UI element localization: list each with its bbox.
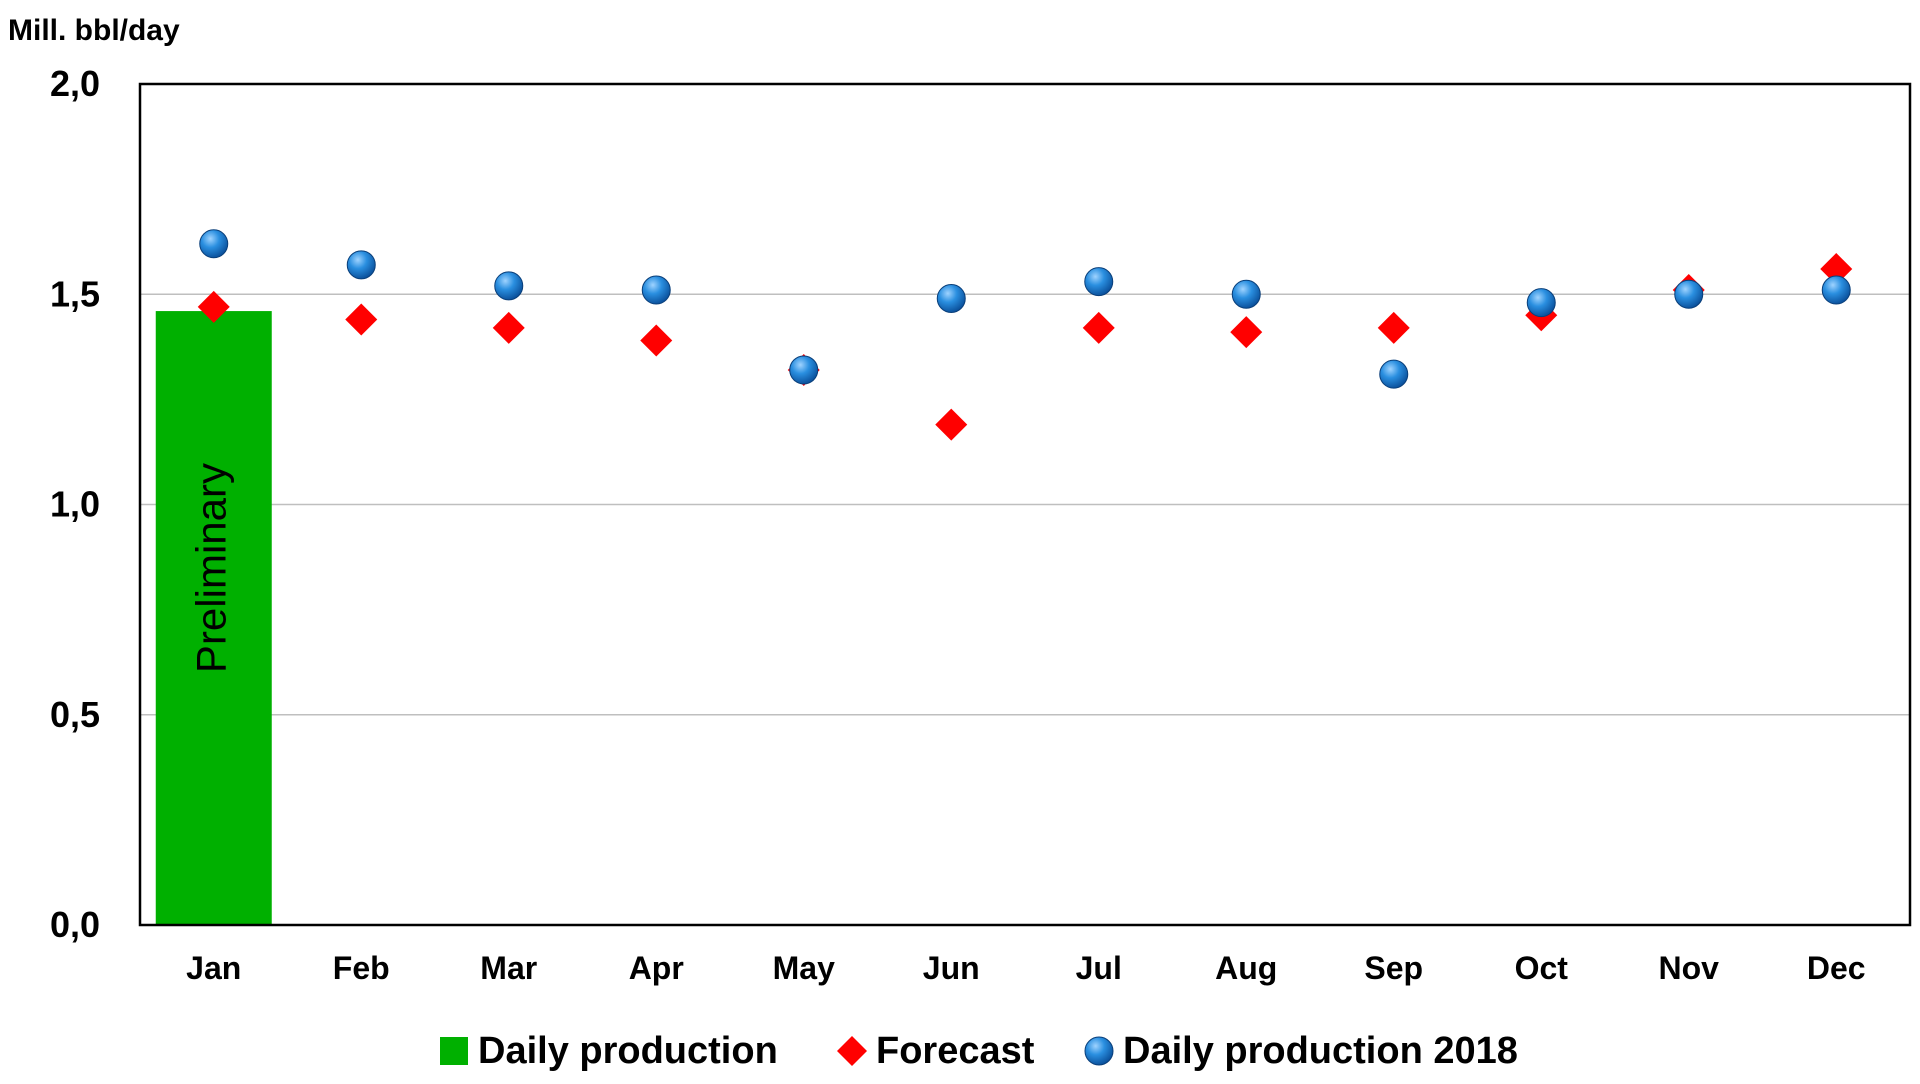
legend-swatch-diamond: [837, 1036, 867, 1066]
forecast-point: [1082, 311, 1115, 344]
gridlines: [140, 293, 1910, 716]
actual-2018-point: [1379, 359, 1409, 389]
x-tick-label: Apr: [629, 950, 684, 986]
legend-label: Daily production: [478, 1030, 778, 1072]
markers: [197, 229, 1853, 441]
y-tick-label: 2,0: [50, 63, 100, 104]
legend-label: Daily production 2018: [1123, 1030, 1518, 1072]
actual-2018-point: [199, 229, 229, 259]
actual-2018-point: [1084, 267, 1114, 297]
x-tick-label: Aug: [1215, 950, 1277, 986]
x-tick-label: Feb: [333, 950, 390, 986]
x-tick-labels: Jan Feb Mar Apr May Jun Jul Aug Sep Oct Nov Dec: [186, 950, 1865, 986]
y-tick-labels: 0,0 0,5 1,0 1,5 2,0: [50, 63, 100, 945]
forecast-point: [1820, 253, 1853, 286]
x-tick-label: Oct: [1515, 950, 1569, 986]
forecast-point: [197, 290, 230, 323]
bar-annotation: Preliminary: [188, 463, 235, 673]
x-tick-label: Mar: [480, 950, 537, 986]
actual-2018-point: [346, 250, 376, 280]
x-tick-label: Nov: [1659, 950, 1720, 986]
bars: Preliminary: [155, 311, 272, 925]
actual-2018-point: [936, 283, 966, 313]
legend-swatch-bar: [440, 1037, 468, 1065]
actual-2018-point: [641, 275, 671, 305]
actual-2018-point: [1231, 279, 1261, 309]
actual-2018-point: [1821, 275, 1851, 305]
legend: Daily production Forecast Daily production…: [440, 1030, 1518, 1072]
forecast-point: [640, 324, 673, 357]
forecast-point: [1377, 311, 1410, 344]
x-tick-label: Jul: [1076, 950, 1122, 986]
y-tick-label: 0,0: [50, 904, 100, 945]
legend-swatch-circle: [1084, 1036, 1114, 1066]
actual-2018-point: [1674, 279, 1704, 309]
legend-label: Forecast: [876, 1030, 1035, 1072]
forecast-point: [345, 303, 378, 336]
actual-2018-point: [1526, 288, 1556, 318]
x-tick-label: Jun: [923, 950, 980, 986]
bar: [155, 311, 272, 925]
x-tick-label: Sep: [1364, 950, 1423, 986]
y-tick-label: 1,0: [50, 484, 100, 525]
x-tick-label: Dec: [1807, 950, 1866, 986]
x-tick-label: May: [773, 950, 835, 986]
forecast-point: [935, 408, 968, 441]
y-axis-label: Mill. bbl/day: [8, 14, 180, 47]
forecast-point: [492, 311, 525, 344]
y-tick-label: 1,5: [50, 273, 100, 314]
actual-2018-point: [789, 355, 819, 385]
forecast-point: [1230, 316, 1263, 349]
x-tick-label: Jan: [186, 950, 241, 986]
y-tick-label: 0,5: [50, 694, 100, 735]
actual-2018-point: [494, 271, 524, 301]
plot-frame: [138, 82, 1912, 927]
